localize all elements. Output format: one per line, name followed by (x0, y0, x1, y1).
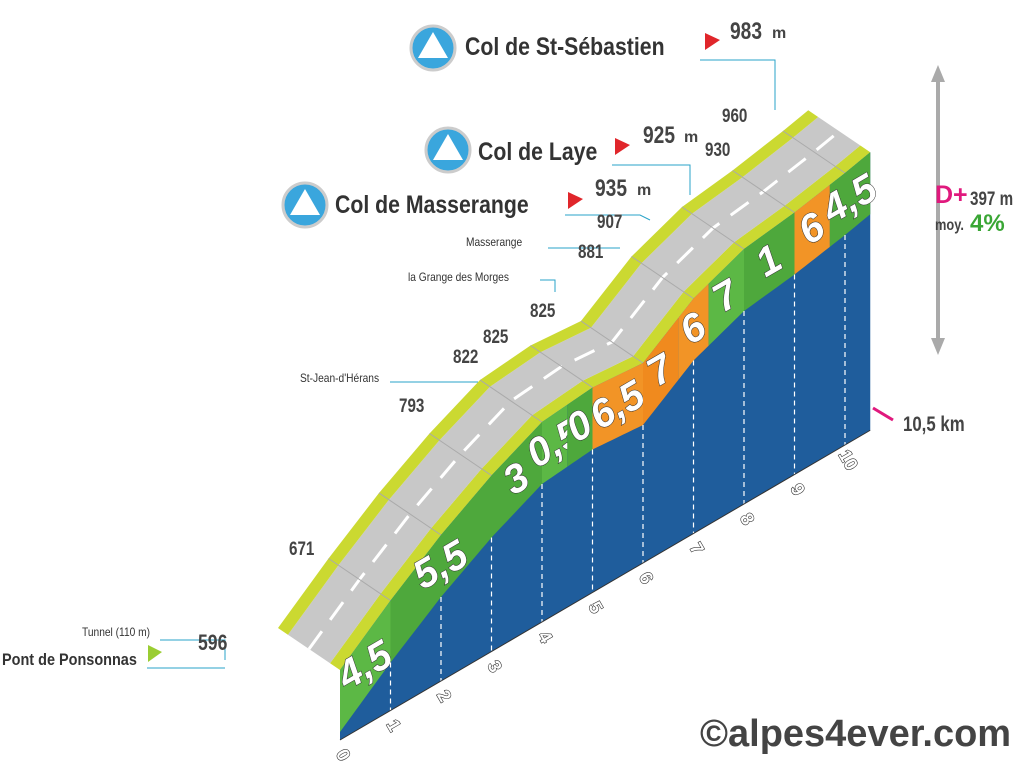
km-slice (328, 558, 391, 601)
gradient-band (491, 422, 542, 538)
gradient-band (542, 404, 568, 484)
leader (160, 639, 226, 660)
waypoint: St-Jean-d'Hérans (300, 371, 380, 385)
avg-label: moy. (935, 217, 964, 234)
gradient-band (829, 152, 871, 247)
leader (700, 59, 776, 110)
gradient-band (744, 212, 795, 311)
km-label: 5 (585, 598, 607, 617)
summit-altitude: 935 (595, 175, 628, 202)
km-label: 6 (635, 569, 657, 588)
leader-lines (147, 59, 776, 669)
km-label: 2 (433, 687, 455, 706)
leader (540, 279, 556, 292)
summit-altitude: 983 (730, 18, 763, 45)
altitude: 825 (530, 301, 556, 322)
mountain (433, 134, 463, 160)
gradient-band (340, 600, 391, 732)
climb-value: 397 m (970, 189, 1014, 210)
icons (148, 24, 945, 662)
flag (705, 33, 720, 50)
km-slice (530, 345, 593, 388)
road-centerline (307, 130, 841, 650)
altitude: 822 (453, 347, 479, 368)
flag (615, 138, 630, 155)
axis (339, 429, 871, 741)
km-slice (631, 256, 694, 299)
arrow-head (931, 65, 945, 82)
km-label: 8 (736, 510, 758, 529)
start-altitude: 596 (198, 630, 228, 655)
km-slice (580, 320, 644, 364)
flag (568, 192, 583, 209)
mountain (418, 32, 448, 58)
km-slice (681, 206, 745, 250)
gradient-band (390, 475, 492, 663)
km-slice (479, 379, 543, 423)
altitude: 930 (705, 140, 731, 161)
road (287, 116, 861, 664)
waypoint: Tunnel (110 m) (82, 625, 151, 639)
km-slice (732, 170, 795, 213)
altitude: 671 (289, 539, 315, 560)
altitude: 825 (483, 327, 509, 348)
summit-altitude: 925 (643, 122, 676, 149)
leader (565, 214, 651, 221)
summit-name: Col de St-Sébastien (465, 33, 665, 61)
summit-name: Col de Laye (478, 138, 598, 166)
unit: m (684, 129, 699, 146)
gradient-band (567, 387, 593, 467)
waypoint: Masserange (466, 235, 523, 249)
km-label: 4 (534, 628, 556, 647)
gradient-band (678, 283, 709, 380)
distance: 10,5 km (903, 413, 965, 436)
km-slice (378, 492, 442, 536)
gradient-band (794, 184, 830, 275)
avg-value: 4% (970, 210, 1005, 237)
summit-name: Col de Masserange (335, 191, 529, 219)
climb-label: D+ (935, 181, 968, 209)
altitude: 793 (399, 396, 425, 417)
km-slice (429, 433, 492, 476)
km-label: 10 (835, 446, 862, 473)
flag (148, 645, 162, 662)
arrow-head (931, 338, 945, 355)
km-label: 7 (686, 539, 708, 558)
leader (612, 164, 691, 195)
km-label: 3 (484, 657, 506, 676)
end-tick (872, 406, 894, 422)
gradient-band (643, 317, 679, 425)
unit: m (637, 182, 652, 199)
credit: ©alpes4ever.com (700, 713, 1012, 755)
km-label: 0 (332, 746, 354, 765)
km-slice (782, 130, 846, 174)
altitude: 960 (722, 106, 748, 127)
mountain (290, 189, 320, 215)
start-name: Pont de Ponsonnas (2, 650, 137, 669)
gradient-band (592, 363, 643, 450)
unit: m (772, 25, 787, 42)
altitude: 881 (578, 242, 604, 263)
km-label: 9 (787, 480, 809, 499)
waypoint: la Grange des Morges (408, 270, 509, 284)
gradient-band (708, 249, 744, 346)
km-label: 1 (383, 716, 405, 735)
altitude: 907 (597, 212, 623, 233)
